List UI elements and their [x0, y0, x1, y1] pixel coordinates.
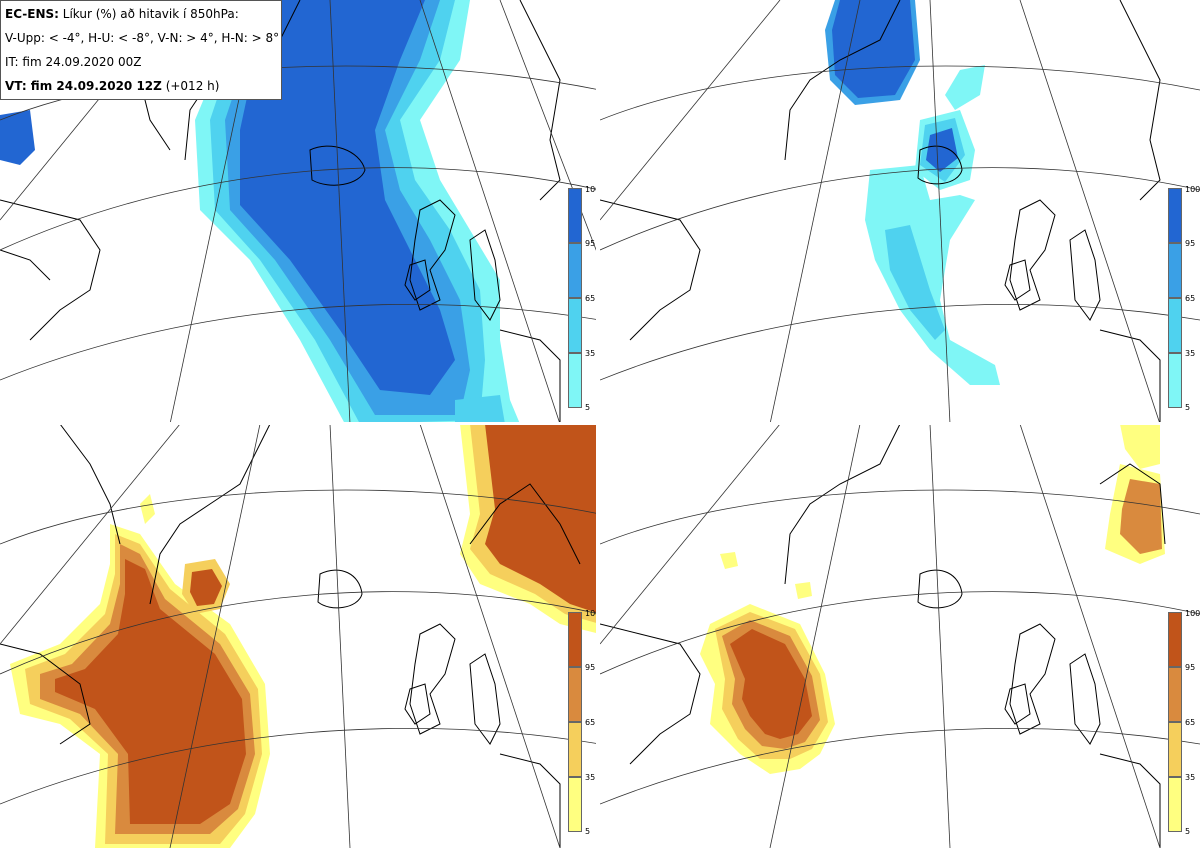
- title-variable: Líkur (%) að hitavik í 850hPa:: [58, 7, 239, 21]
- title-line-3: IT: fim 24.09.2020 00Z: [5, 55, 142, 69]
- legend-seg: [568, 298, 582, 353]
- legend-seg: [568, 188, 582, 243]
- legend-tick: 95: [585, 663, 596, 672]
- title-line-1: EC-ENS: Líkur (%) að hitavik í 850hPa:: [5, 4, 277, 28]
- graticule: [600, 0, 1200, 424]
- coastlines: [600, 0, 1161, 424]
- graticule: [0, 424, 600, 848]
- title-model: EC-ENS:: [5, 7, 59, 21]
- legend-seg: [1168, 612, 1182, 667]
- legend-tick: 65: [1185, 718, 1196, 727]
- legend-seg: [568, 612, 582, 667]
- legend-tick: 65: [585, 718, 596, 727]
- legend-tick: 65: [1185, 294, 1196, 303]
- legend-seg: [568, 777, 582, 832]
- legend-seg: [568, 722, 582, 777]
- map-canvas: [600, 0, 1200, 424]
- legend-tick: 100: [1185, 185, 1200, 194]
- coastlines: [0, 0, 561, 424]
- legend-tick: 100: [585, 609, 600, 618]
- legend-tick: 5: [1185, 827, 1191, 836]
- probability-fill: [10, 424, 600, 848]
- title-box: EC-ENS: Líkur (%) að hitavik í 850hPa: V…: [0, 0, 282, 100]
- legend-tick: 35: [585, 773, 596, 782]
- legend-tick: 5: [585, 403, 591, 412]
- legend-tick: 5: [1185, 403, 1191, 412]
- legend-tick: 95: [1185, 663, 1196, 672]
- legend-seg: [568, 667, 582, 722]
- legend-seg: [568, 243, 582, 298]
- legend-tick: 95: [1185, 239, 1196, 248]
- legend-seg: [1168, 243, 1182, 298]
- panel-divider-horizontal: [0, 422, 1200, 425]
- valid-time: VT: fim 24.09.2020 12Z: [5, 79, 162, 93]
- map-panel-warm-4: 100 95 65 35 5: [0, 424, 600, 848]
- legend-tick: 5: [585, 827, 591, 836]
- map-canvas: [0, 0, 600, 424]
- title-line-4: VT: fim 24.09.2020 12Z (+012 h): [5, 76, 277, 100]
- map-panel-cold-4: EC-ENS: Líkur (%) að hitavik í 850hPa: V…: [0, 0, 600, 424]
- legend-seg: [1168, 298, 1182, 353]
- graticule: [600, 424, 1200, 848]
- coastlines: [0, 424, 581, 848]
- probability-fill: [0, 0, 520, 424]
- legend-seg: [1168, 777, 1182, 832]
- legend-tick: 35: [585, 349, 596, 358]
- legend-tick: 100: [585, 185, 600, 194]
- map-panel-cold-8: 100 95 65 35 5: [600, 0, 1200, 424]
- legend-tick: 100: [1185, 609, 1200, 618]
- legend-seg: [1168, 722, 1182, 777]
- legend-seg: [1168, 667, 1182, 722]
- legend-tick: 35: [1185, 773, 1196, 782]
- legend-seg: [568, 353, 582, 408]
- title-line-2: V-Upp: < -4°, H-U: < -8°, V-N: > 4°, H-N…: [5, 31, 280, 45]
- map-canvas: [600, 424, 1200, 848]
- map-canvas: [0, 424, 600, 848]
- lead-time: (+012 h): [161, 79, 220, 93]
- coastlines: [600, 424, 1166, 848]
- map-panel-warm-8: 100 95 65 35 5: [600, 424, 1200, 848]
- legend-tick: 35: [1185, 349, 1196, 358]
- legend-tick: 95: [585, 239, 596, 248]
- probability-fill: [825, 0, 1000, 385]
- legend-seg: [1168, 188, 1182, 243]
- legend-tick: 65: [585, 294, 596, 303]
- probability-fill: [700, 424, 1165, 774]
- legend-seg: [1168, 353, 1182, 408]
